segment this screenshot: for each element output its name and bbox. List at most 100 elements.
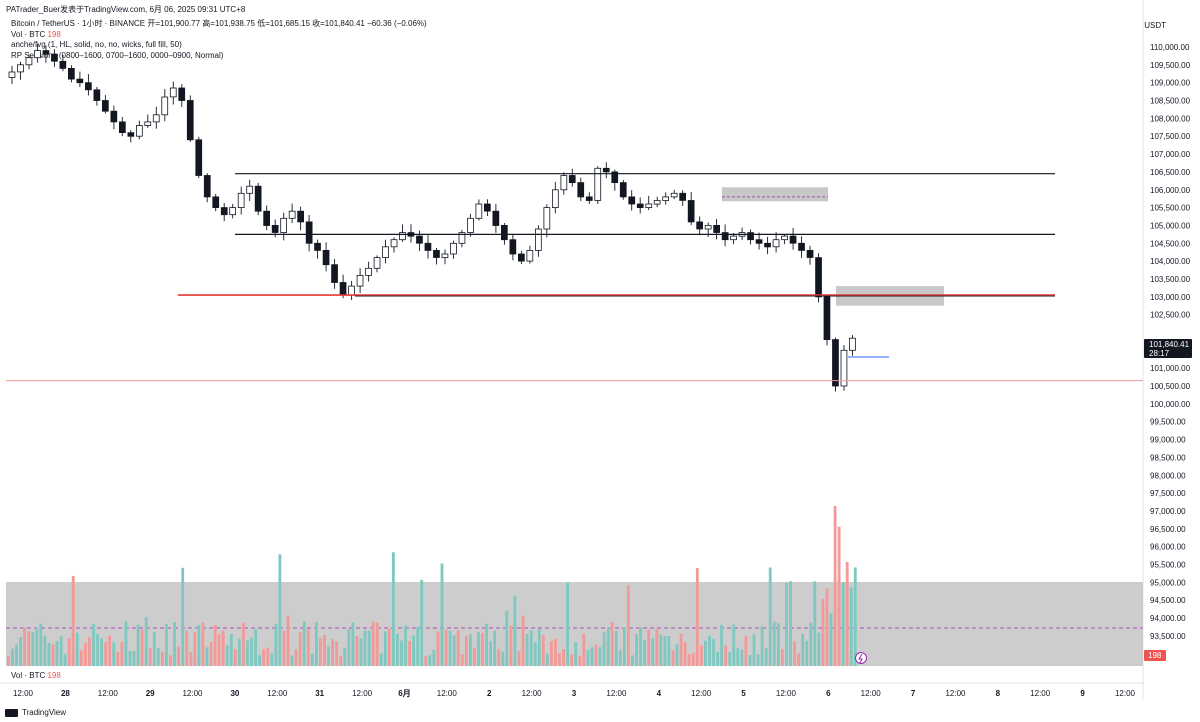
volume-bar — [225, 645, 229, 666]
last-price-badge — [1144, 339, 1192, 358]
volume-bar — [181, 567, 185, 666]
supply-zone-box — [722, 187, 828, 202]
volume-bar — [238, 638, 241, 666]
volume-bar — [315, 621, 318, 666]
volume-bar — [274, 624, 278, 666]
volume-bar — [408, 640, 411, 666]
candle-body — [509, 239, 517, 255]
candle-body — [119, 121, 126, 134]
volume-bar — [120, 641, 124, 666]
volume-bar — [740, 649, 744, 666]
volume-bar — [602, 632, 606, 666]
volume-bar — [720, 624, 723, 666]
volume-bar — [845, 562, 849, 666]
volume-bar — [432, 649, 436, 666]
candle-body — [186, 100, 194, 141]
candle-body — [178, 87, 186, 101]
time-tick-label: 12:00 — [691, 689, 712, 698]
volume-bar — [647, 629, 651, 666]
symbol-line[interactable]: Bitcoin / TetherUS · 1小时 · BINANCE 开=101… — [11, 19, 427, 28]
candle-body — [645, 203, 653, 208]
tradingview-brand: TradingView — [22, 708, 67, 717]
time-axis[interactable]: 12:00 28 12:00 29 12:00 30 12:00 31 12:00 6月 12:00… — [13, 689, 1136, 698]
candle-body — [687, 200, 695, 223]
time-tick-label: 8 — [996, 689, 1001, 698]
tradingview-logo[interactable]: TradingView — [5, 708, 66, 717]
candle-body — [619, 182, 627, 198]
volume-bar — [55, 641, 59, 666]
volume-bar — [294, 649, 298, 666]
volume-bar — [829, 613, 833, 666]
candle-body — [127, 132, 135, 137]
candle-body — [483, 203, 491, 212]
volume-bar — [541, 634, 545, 666]
time-tick-label: 9 — [1080, 689, 1085, 698]
volume-bar — [339, 655, 343, 666]
fvg-indicator-line[interactable]: anche/fvg (1, HL, solid, no, no, wicks, … — [11, 40, 182, 49]
price-tick-label: 99,000.00 — [1150, 436, 1186, 445]
volume-bar — [578, 655, 582, 666]
volume-bar — [614, 631, 618, 666]
candle-body — [399, 232, 406, 241]
volume-bar — [161, 651, 164, 666]
candle-body — [42, 50, 50, 55]
volume-bar — [67, 638, 71, 666]
candle-body — [288, 210, 296, 219]
volume-bar — [667, 635, 671, 666]
candle-body — [305, 221, 313, 244]
price-tick-label: 105,500.00 — [1150, 204, 1191, 213]
candle-body — [526, 249, 534, 262]
candle-body — [152, 114, 160, 123]
volume-bar — [772, 621, 776, 666]
price-tick-label: 105,000.00 — [1150, 221, 1191, 230]
volume-bar — [428, 655, 432, 666]
volume-bar — [744, 635, 748, 666]
candle-body — [254, 185, 262, 212]
time-tick-label: 12:00 — [945, 689, 966, 698]
volume-bar — [310, 653, 314, 666]
price-tick-label: 98,000.00 — [1150, 471, 1186, 480]
currency-label[interactable]: USDT — [1144, 21, 1166, 30]
volume-bar — [554, 638, 557, 666]
time-tick-label: 6 — [826, 689, 831, 698]
time-tick-label: 6月 — [398, 689, 410, 698]
volume-bar — [501, 651, 505, 666]
candle-body — [195, 139, 203, 176]
candle-body — [628, 196, 636, 205]
volume-bar — [396, 633, 399, 666]
volume-bar — [197, 625, 201, 666]
candle-body — [169, 87, 177, 98]
volume-bar — [489, 641, 492, 666]
volume-bar — [785, 582, 788, 666]
volume-bar — [655, 629, 659, 666]
volume-bar — [51, 644, 55, 666]
volume-bar — [817, 632, 821, 666]
candle-body — [747, 232, 754, 241]
volume-bar — [789, 581, 792, 666]
time-tick-label: 12:00 — [1030, 689, 1051, 698]
candle-body — [543, 207, 551, 230]
price-tick-label: 104,500.00 — [1150, 239, 1191, 248]
volume-bar — [809, 622, 813, 666]
volume-bar — [643, 639, 646, 666]
volume-bar — [298, 632, 302, 666]
volume-bar — [444, 629, 448, 666]
vol-indicator-line[interactable]: Vol · BTC 198 — [11, 30, 427, 41]
price-axis[interactable]: 110,000.00 109,500.00 109,000.00 108,500.00… — [1150, 43, 1191, 641]
time-tick-label: 12:00 — [522, 689, 543, 698]
price-tick-label: 101,000.00 — [1150, 364, 1191, 373]
price-tick-label: 108,000.00 — [1150, 114, 1191, 123]
volume-bar — [47, 643, 51, 666]
candle-body — [518, 253, 525, 262]
candle-body — [441, 253, 449, 258]
volume-bar — [43, 635, 47, 666]
volume-bar — [371, 621, 375, 666]
volume-bar — [63, 653, 67, 666]
sessions-indicator-line[interactable]: RP Sessions (0800–1600, 0700–1600, 0000–… — [11, 50, 224, 60]
time-tick-label: 12:00 — [13, 689, 34, 698]
volume-bar — [849, 587, 853, 666]
volume-bar — [213, 625, 217, 666]
volume-bar — [100, 638, 103, 666]
